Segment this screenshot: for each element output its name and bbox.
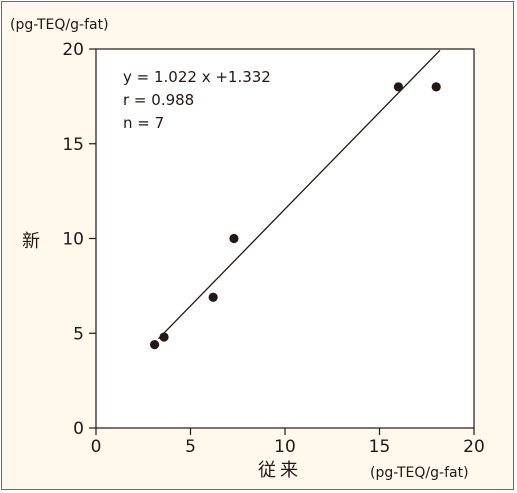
y-tick-label: 0 [73,419,84,439]
data-point [208,292,218,302]
y-tick-label: 15 [62,135,84,155]
x-axis-label: 従来 [258,460,302,481]
plot-area [95,48,475,429]
x-axis-ticks: 0 5 10 15 20 [91,428,485,457]
data-points [149,82,441,350]
y-axis-ticks: 0 5 10 15 20 [62,40,96,439]
x-tick-label: 0 [91,437,102,457]
y-tick-label: 10 [62,230,84,250]
y-axis-unit: (pg-TEQ/g-fat) [10,17,109,33]
x-tick-label: 15 [369,437,391,457]
data-point [159,332,169,342]
data-point [229,233,239,244]
regression-line [157,49,441,340]
y-tick-label: 20 [62,40,84,60]
data-point [149,340,160,350]
regression-stats: y = 1.022 x +1.332 r = 0.988 n = 7 [123,68,271,132]
data-point [431,82,441,92]
x-axis-unit: (pg-TEQ/g-fat) [370,465,469,481]
y-tick-label: 5 [73,324,84,344]
sample-size-n: n = 7 [123,114,164,132]
x-tick-label: 5 [185,437,196,457]
x-tick-label: 10 [274,437,296,457]
y-axis-label: 新 [22,231,40,252]
correlation-r: r = 0.988 [123,91,194,109]
x-tick-label: 20 [463,437,485,457]
regression-equation: y = 1.022 x +1.332 [123,68,271,86]
data-point [393,82,403,92]
